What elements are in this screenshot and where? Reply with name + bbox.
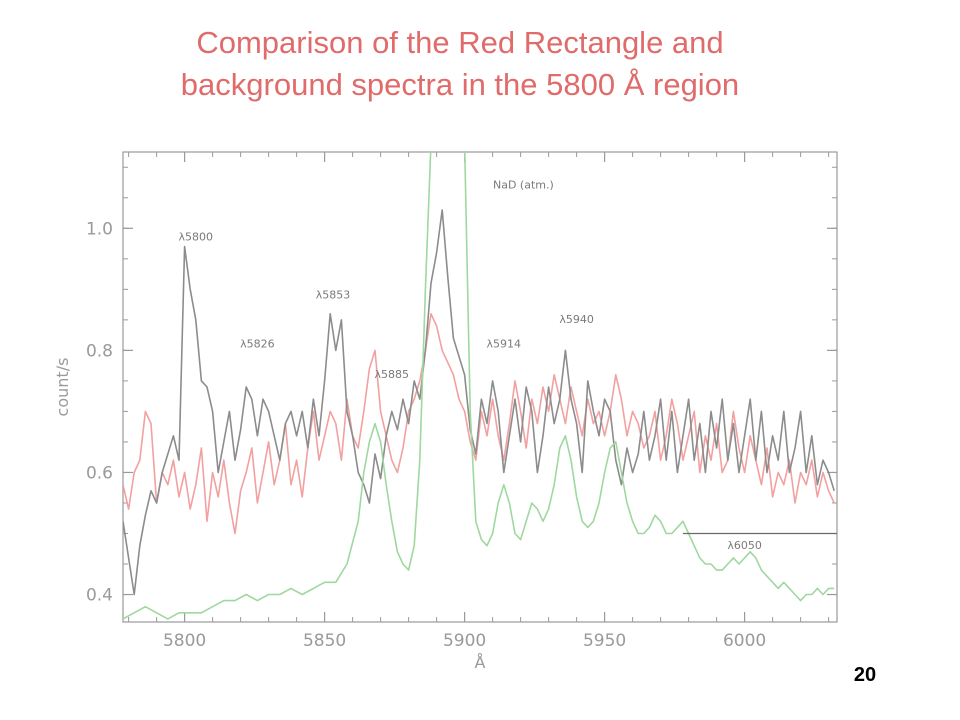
series-line-gray	[123, 209, 835, 596]
page-number: 20	[853, 664, 877, 686]
chart-title: Comparison of the Red Rectangle and back…	[0, 22, 920, 106]
chart-title-line-1: Comparison of the Red Rectangle and	[196, 25, 724, 60]
x-tick-label: 5950	[583, 631, 626, 651]
x-tick-label: 5800	[163, 631, 206, 651]
x-axis-label: Å	[475, 653, 486, 672]
annotation-label: λ5885	[375, 368, 410, 381]
y-tick-label: 1.0	[86, 219, 113, 239]
y-tick-label: 0.8	[86, 341, 113, 361]
x-tick-label: 6000	[723, 631, 766, 651]
y-axis-label: count/s	[53, 358, 72, 417]
series-group	[123, 152, 835, 620]
annotation-label: λ5826	[240, 337, 275, 350]
annotation-label: NaD (atm.)	[493, 179, 554, 192]
y-tick-label: 0.4	[86, 586, 113, 606]
annotation-label: λ5853	[316, 288, 351, 301]
plot-frame	[122, 151, 838, 623]
series-line-green	[123, 152, 835, 620]
annotation-label: λ5800	[179, 231, 214, 244]
y-tick-label: 0.6	[86, 463, 113, 483]
annotation-label: λ6050	[727, 539, 762, 552]
x-tick-label: 5900	[443, 631, 486, 651]
annotation-label: λ5940	[559, 313, 594, 326]
annotation-label: λ5914	[487, 337, 522, 350]
series-line-red	[123, 313, 835, 535]
x-tick-label: 5850	[303, 631, 346, 651]
chart-title-line-2: background spectra in the 5800 Å region	[180, 67, 740, 102]
